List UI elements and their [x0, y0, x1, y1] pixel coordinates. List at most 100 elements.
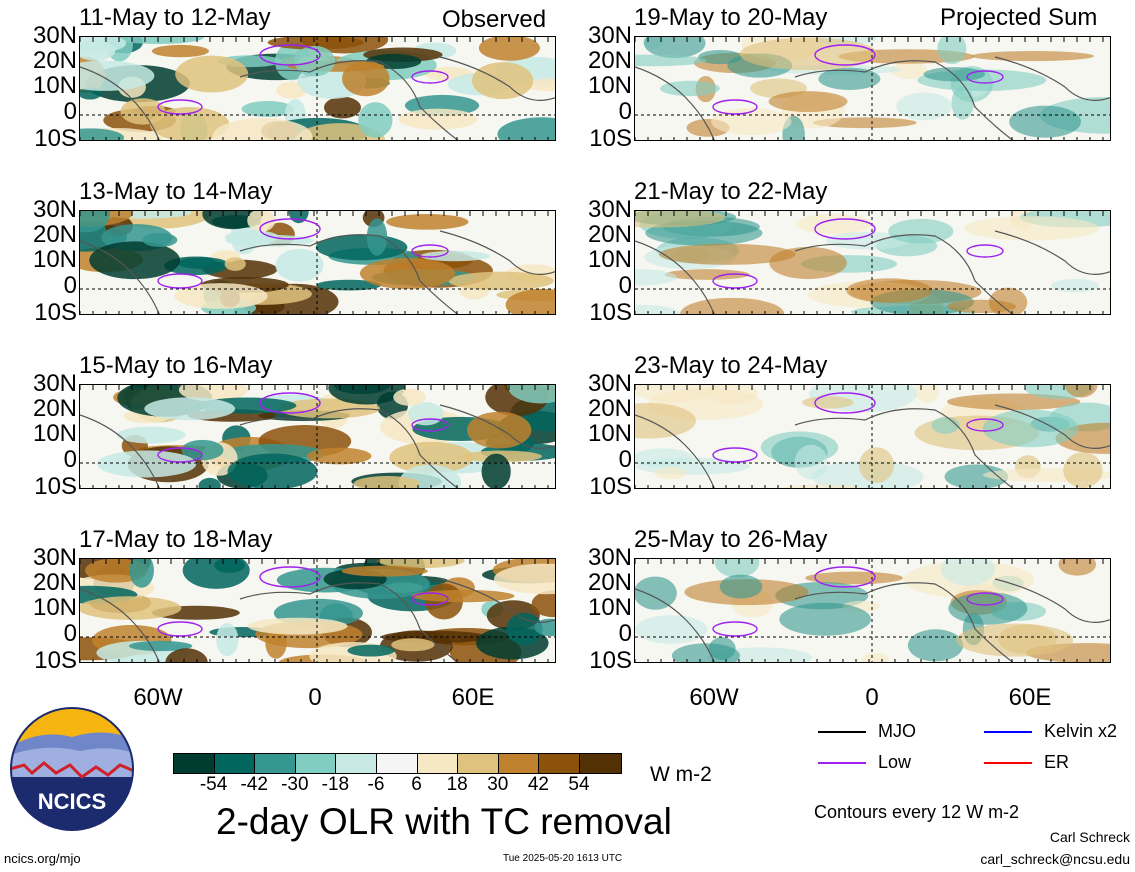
colorbar-swatch	[174, 754, 215, 773]
panel-title: 19-May to 20-May	[634, 4, 828, 31]
footer-url: ncics.org/mjo	[4, 851, 81, 866]
panel-title: 17-May to 18-May	[79, 526, 273, 553]
olr-map-panel	[634, 210, 1111, 315]
colorbar-swatch	[376, 754, 418, 773]
legend-kelvin-label: Kelvin x2	[1044, 721, 1118, 741]
colorbar-swatch	[255, 754, 296, 773]
lat-label: 0	[63, 98, 77, 125]
lon-label-60w-right: 60W	[689, 684, 739, 711]
colorbar-swatch	[579, 754, 621, 773]
lat-label: 0	[63, 272, 77, 299]
lat-label: 0	[63, 620, 77, 647]
logo-text: NCICS	[38, 789, 106, 814]
colorbar	[173, 753, 622, 774]
lat-label: 30N	[32, 22, 77, 49]
panel-title: 23-May to 24-May	[634, 352, 828, 379]
footer-email: carl_schreck@ncsu.edu	[980, 851, 1130, 867]
ncics-logo: NCICS	[10, 707, 134, 831]
lon-label-60w-left: 60W	[133, 684, 183, 711]
lat-label: 0	[618, 272, 632, 299]
olr-map-panel	[79, 210, 556, 315]
colorbar-tick-label: -54	[199, 774, 228, 795]
olr-map-panel	[79, 558, 556, 663]
colorbar-tick-label: 6	[411, 774, 422, 795]
lon-label-0-right: 0	[865, 684, 879, 711]
observed-label: Observed	[442, 6, 547, 33]
lat-label: 30N	[32, 544, 77, 571]
colorbar-tick-label: 42	[527, 774, 549, 795]
olr-map-panel	[634, 384, 1111, 489]
lat-label: 10S	[34, 299, 77, 326]
lat-label: 20N	[587, 221, 632, 248]
panel-title: 25-May to 26-May	[634, 526, 828, 553]
legend-kelvin-line	[984, 731, 1032, 733]
footer-author: Carl Schreck	[1049, 829, 1130, 845]
colorbar-swatch	[539, 754, 580, 773]
legend-er-line	[984, 762, 1032, 764]
panel-title: 11-May to 12-May	[79, 4, 271, 31]
lat-label: 30N	[587, 370, 632, 397]
lat-label: 10S	[589, 299, 632, 326]
legend-mjo-label: MJO	[878, 721, 916, 741]
lat-label: 10N	[587, 420, 632, 447]
olr-map-panel	[634, 558, 1111, 663]
lat-label: 0	[618, 98, 632, 125]
colorbar-tick-label: 30	[487, 774, 509, 795]
colorbar-units: W m-2	[650, 763, 712, 786]
contours-note: Contours every 12 W m-2	[814, 802, 1020, 822]
lat-label: 10N	[32, 594, 77, 621]
lat-label: 20N	[587, 569, 632, 596]
lat-label: 10N	[32, 246, 77, 273]
lat-label: 10N	[587, 246, 632, 273]
footer-timestamp: Tue 2025-05-20 1613 UTC	[503, 853, 623, 864]
lat-label: 20N	[32, 221, 77, 248]
lat-label: 20N	[587, 47, 632, 74]
lat-label: 0	[618, 620, 632, 647]
olr-map-panel	[79, 384, 556, 489]
lat-label: 0	[63, 446, 77, 473]
lat-label: 10N	[32, 420, 77, 447]
legend-low-line	[818, 762, 866, 764]
lat-label: 30N	[587, 196, 632, 223]
lat-label: 10S	[34, 125, 77, 152]
lat-label: 10N	[32, 72, 77, 99]
colorbar-swatch	[336, 754, 377, 773]
lon-label-60e-left: 60E	[451, 684, 495, 711]
panel-title: 15-May to 16-May	[79, 352, 273, 379]
lat-label: 10S	[34, 647, 77, 674]
lat-label: 30N	[32, 370, 77, 397]
colorbar-swatch	[498, 754, 540, 773]
colorbar-tick-label: -30	[281, 774, 309, 795]
olr-map-panel	[634, 36, 1111, 141]
legend-low-label: Low	[878, 752, 912, 772]
lat-label: 10S	[589, 473, 632, 500]
lat-label: 10S	[589, 125, 632, 152]
lat-label: 20N	[32, 569, 77, 596]
colorbar-tick-label: -6	[367, 774, 385, 795]
lat-label: 30N	[587, 544, 632, 571]
colorbar-swatch	[295, 754, 337, 773]
lon-label-0-left: 0	[308, 684, 322, 711]
colorbar-tick-label: -18	[321, 774, 350, 795]
colorbar-swatch	[214, 754, 256, 773]
lat-label: 10N	[587, 594, 632, 621]
projected-sum-label: Projected Sum	[940, 4, 1098, 31]
legend-mjo-line	[818, 731, 866, 733]
colorbar-swatch	[458, 754, 499, 773]
lat-label: 20N	[32, 47, 77, 74]
colorbar-tick-label: 18	[446, 774, 468, 795]
panel-title: 13-May to 14-May	[79, 178, 273, 205]
legend-er-label: ER	[1044, 752, 1070, 772]
colorbar-swatch	[417, 754, 459, 773]
panel-title: 21-May to 22-May	[634, 178, 828, 205]
lon-label-60e-right: 60E	[1008, 684, 1052, 711]
olr-map-panel	[79, 36, 556, 141]
lat-label: 10S	[589, 647, 632, 674]
main-title: 2-day OLR with TC removal	[216, 801, 672, 842]
lat-label: 30N	[587, 22, 632, 49]
lat-label: 30N	[32, 196, 77, 223]
colorbar-tick-label: -42	[240, 774, 268, 795]
lat-label: 20N	[587, 395, 632, 422]
lat-label: 10N	[587, 72, 632, 99]
colorbar-tick-label: 54	[568, 774, 590, 795]
